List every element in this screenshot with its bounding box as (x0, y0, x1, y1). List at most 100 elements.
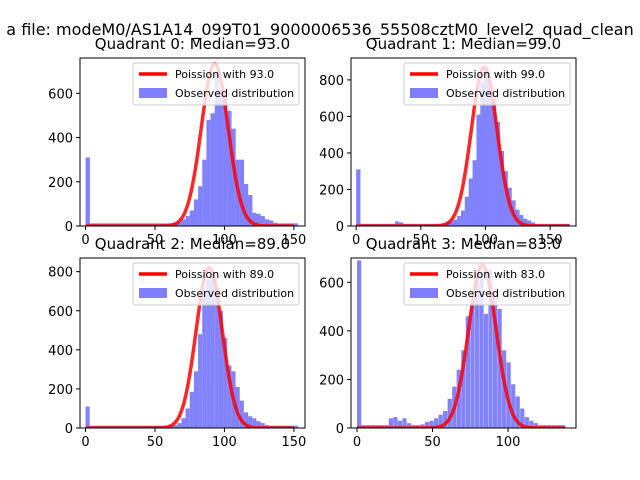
subplot-quadrant-2: 0 50 100 150 0 200 400 600 800 Quadrant 2: Median… (48, 235, 306, 450)
hist-bar (522, 218, 528, 226)
y-tick-label: 400 (319, 147, 344, 162)
hist-bar (526, 220, 532, 226)
hist-bar (470, 301, 475, 428)
y-tick-label: 600 (48, 305, 73, 320)
hist-bar (293, 223, 299, 226)
hist-bar (252, 212, 257, 226)
legend-label-poisson: Poission with 83.0 (446, 268, 545, 281)
hist-bar (420, 424, 425, 428)
hist-bar (185, 408, 190, 428)
hist-bar (264, 219, 270, 226)
hist-bar (223, 338, 228, 428)
x-tick-label: 150 (281, 233, 306, 248)
x-tick-label: 50 (424, 435, 441, 450)
hist-bar (398, 222, 404, 226)
hist-bar (231, 128, 236, 226)
hist-bar (388, 418, 393, 428)
hist-bar (402, 418, 407, 428)
legend: Poission with 83.0 Observed distribution (403, 262, 571, 306)
hist-bar (239, 159, 245, 226)
hist-bar (206, 119, 211, 226)
legend-label-observed: Observed distribution (446, 87, 565, 100)
x-tick-label: 100 (212, 233, 237, 248)
hist-bar (488, 85, 493, 226)
hist-bar (434, 418, 439, 428)
legend-box (132, 262, 300, 306)
hist-bar (468, 178, 473, 226)
hist-bar (438, 414, 443, 428)
subplot-title: Quadrant 1: Median=99.0 (366, 35, 561, 53)
legend-hist-swatch (139, 288, 167, 298)
subplot-title: Quadrant 3: Median=83.0 (366, 235, 561, 253)
hist-bar (524, 417, 529, 428)
legend-label-observed: Observed distribution (175, 87, 294, 100)
x-tick-label: 50 (147, 435, 164, 450)
hist-bar (260, 423, 265, 428)
y-tick-label: 0 (65, 220, 73, 235)
legend-box (403, 262, 571, 306)
axes-frame (350, 257, 577, 429)
hist-bar (492, 292, 498, 428)
hist-bar (181, 418, 186, 428)
hist-bar (218, 90, 224, 226)
hist-bar (356, 169, 361, 226)
hist-bar (214, 287, 219, 428)
hist-bar (406, 423, 412, 428)
hist-bar (260, 216, 265, 226)
hist-bar (491, 100, 497, 226)
legend-hist-swatch (139, 88, 167, 98)
hist-bar (198, 186, 203, 226)
hist-bar (499, 151, 504, 226)
axes-frame (79, 257, 306, 429)
legend-label-observed: Observed distribution (175, 287, 294, 300)
hist-bar (453, 219, 458, 226)
hist-bar (223, 97, 228, 226)
y-tick-label: 400 (319, 325, 344, 340)
hist-bar (268, 220, 274, 226)
hist-bar (218, 310, 224, 428)
x-tick-label: 50 (413, 233, 430, 248)
hist-bar (497, 309, 502, 428)
subplot-quadrant-0: 0 50 100 150 0 200 400 600 Quadrant 0: Median=93… (48, 35, 306, 248)
hist-bar (503, 171, 508, 226)
hist-bar (193, 371, 199, 428)
x-tick-label: 0 (81, 435, 89, 450)
legend-label-observed: Observed distribution (446, 287, 565, 300)
hist-bar (85, 157, 90, 226)
x-tick-label: 100 (212, 435, 237, 450)
x-tick-label: 0 (353, 435, 361, 450)
hist-bar (533, 423, 538, 428)
hist-bar (210, 113, 215, 226)
hist-bar (256, 213, 261, 226)
y-tick-label: 0 (336, 220, 344, 235)
legend-hist-swatch (410, 288, 438, 298)
hist-bar (293, 425, 299, 428)
hist-bar (243, 412, 249, 428)
hist-bar (248, 416, 253, 428)
hist-bar (529, 420, 534, 428)
hist-bar (393, 417, 398, 428)
hist-bar (480, 81, 485, 226)
hist-bar (248, 195, 253, 226)
x-tick-label: 100 (473, 233, 498, 248)
hist-bar (443, 411, 448, 428)
subplot-title: Quadrant 2: Median=89.0 (95, 235, 290, 253)
hist-bar (181, 219, 186, 226)
x-tick-label: 0 (81, 233, 89, 248)
subplot-quadrant-1: 0 50 100 150 0 200 400 600 800 Quadrant 1: Median… (319, 35, 577, 248)
hist-bar (424, 421, 430, 428)
hist-bar (252, 418, 257, 428)
hist-bar (85, 406, 90, 428)
hist-bar (460, 210, 466, 226)
hist-bar (173, 425, 178, 428)
hist-bar (464, 196, 470, 226)
legend: Poission with 89.0 Observed distribution (132, 262, 300, 306)
hist-bar (202, 159, 207, 226)
hist-bar (185, 216, 190, 226)
hist-bar (495, 121, 501, 226)
hist-bar (447, 398, 452, 428)
subplot-title: Quadrant 0: Median=93.0 (95, 35, 290, 53)
x-tick-label: 150 (538, 233, 563, 248)
